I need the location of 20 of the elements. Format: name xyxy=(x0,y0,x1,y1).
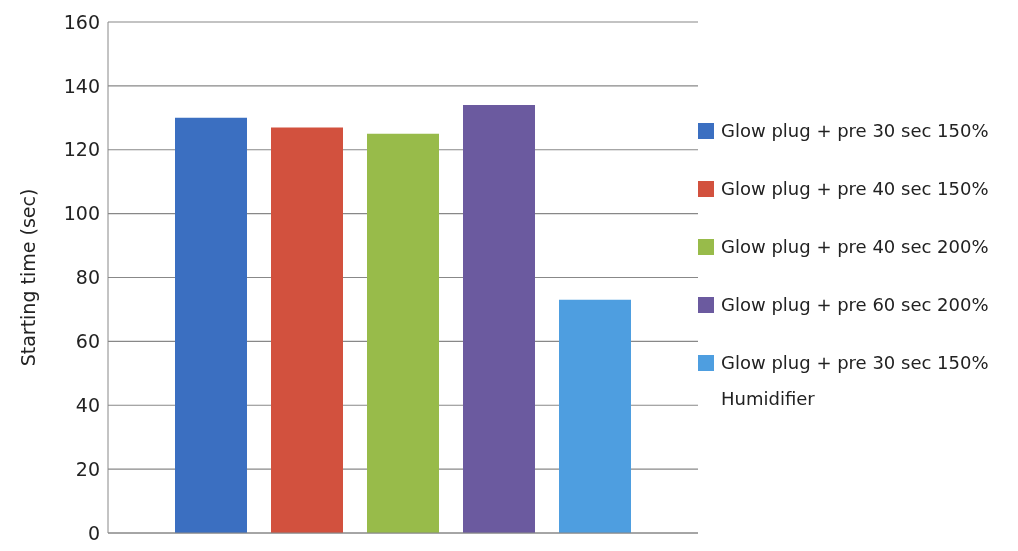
bar xyxy=(559,299,631,533)
y-tick-label: 40 xyxy=(75,393,100,416)
y-tick-label: 160 xyxy=(63,10,100,33)
y-axis-title: Starting time (sec) xyxy=(16,188,39,367)
y-tick-label: 60 xyxy=(75,330,100,353)
bar xyxy=(175,117,247,533)
legend-label: Glow plug + pre 60 sec 200% xyxy=(721,292,990,317)
y-tick-label: 0 xyxy=(87,521,100,544)
y-tick-label: 140 xyxy=(63,74,100,97)
y-tick-label: 100 xyxy=(63,202,100,225)
legend-label: Glow plug + pre 30 sec 150% Humidifier xyxy=(721,350,990,411)
y-tick-label: 120 xyxy=(63,138,100,161)
legend-label: Glow plug + pre 40 sec 200% xyxy=(721,234,990,259)
legend-label: Glow plug + pre 30 sec 150% xyxy=(721,118,990,143)
legend-label: Glow plug + pre 40 sec 150% xyxy=(721,176,990,201)
y-tick-label: 80 xyxy=(75,266,100,289)
bar xyxy=(271,127,343,533)
y-tick-label: 20 xyxy=(75,457,100,480)
bar xyxy=(463,105,535,533)
bar xyxy=(367,133,439,533)
